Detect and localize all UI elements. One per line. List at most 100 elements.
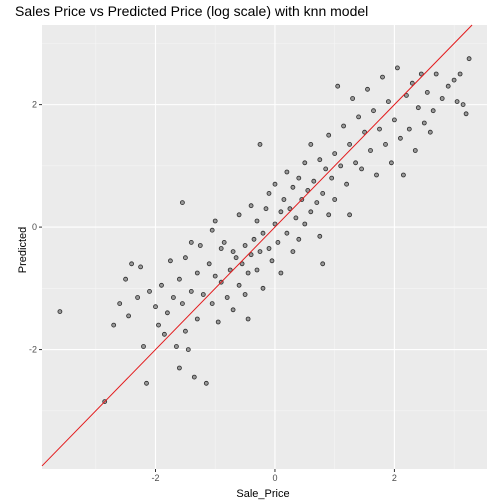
data-point [317,233,323,239]
data-point [397,135,403,141]
data-point [191,374,197,380]
data-point [248,203,254,209]
data-point [332,151,338,157]
data-point [421,120,427,126]
data-point [323,166,329,172]
data-point [230,249,236,255]
y-tick-label: 0 [32,222,37,232]
data-point [347,141,353,147]
x-axis: -2 0 2 [151,469,397,483]
data-point [194,316,200,322]
data-point [314,200,320,206]
data-point [257,249,263,255]
data-point [430,108,436,114]
data-point [266,246,272,251]
data-point [311,178,317,184]
data-point [147,288,152,294]
data-point [230,307,236,313]
data-point [344,181,350,187]
data-point [215,319,221,325]
data-point [153,304,158,310]
chart-title: Sales Price vs Predicted Price (log scal… [15,3,368,19]
data-point [296,236,302,242]
data-point [353,160,359,166]
data-point [161,331,167,337]
data-point [418,71,424,77]
identity-line [41,24,473,467]
x-tick-label: 2 [392,473,397,483]
data-point [466,56,472,62]
data-point [287,206,293,212]
data-point [254,218,260,224]
data-point [320,261,326,267]
data-point [362,129,368,135]
data-point [167,258,173,264]
data-point [290,184,296,190]
data-point [385,99,391,104]
data-point [233,255,239,261]
data-point [302,160,308,166]
data-point [164,310,170,316]
data-point [380,74,385,80]
data-point [409,80,415,86]
data-point [454,99,460,104]
data-point [308,141,314,147]
data-point [57,309,63,315]
data-point [281,197,287,202]
data-point [278,209,284,215]
data-point [412,148,418,153]
data-point [251,236,257,242]
data-point [236,282,242,288]
data-point [427,129,433,135]
data-point [403,93,409,98]
data-point [176,276,182,282]
data-point [176,365,182,371]
data-point [374,172,379,178]
data-point [209,301,215,307]
data-point [406,126,412,132]
data-point [203,380,209,386]
data-point [236,212,242,218]
data-point [400,172,406,178]
data-point [341,123,347,129]
data-points [57,56,472,405]
data-point [212,273,218,279]
data-point [260,285,266,291]
data-point [326,132,332,138]
data-point [156,322,161,328]
data-point [272,221,278,227]
data-point [206,261,212,267]
data-point [224,295,230,300]
y-axis: -2 0 2 [29,100,42,355]
data-point [111,322,117,328]
data-point [391,117,397,123]
data-point [424,90,430,95]
data-point [296,175,302,181]
data-point [138,264,144,270]
data-point [302,221,308,227]
data-point [338,163,344,169]
data-point [117,301,123,307]
data-point [263,206,269,212]
data-point [445,83,451,89]
data-point [460,102,466,107]
major-gridlines [42,25,487,469]
x-tick-label: 0 [272,473,277,483]
data-point [242,243,248,248]
data-point [320,190,326,196]
data-point [371,108,376,114]
data-point [278,270,284,276]
data-point [377,126,382,132]
data-point [272,181,278,187]
data-point [359,166,365,172]
data-point [170,295,176,300]
data-point [266,190,272,196]
y-tick-label: 2 [32,100,37,110]
data-point [439,96,445,101]
x-axis-title: Sale_Price [236,488,289,500]
data-point [356,114,362,120]
data-point [159,282,164,288]
data-point [185,347,191,353]
data-point [221,239,227,245]
